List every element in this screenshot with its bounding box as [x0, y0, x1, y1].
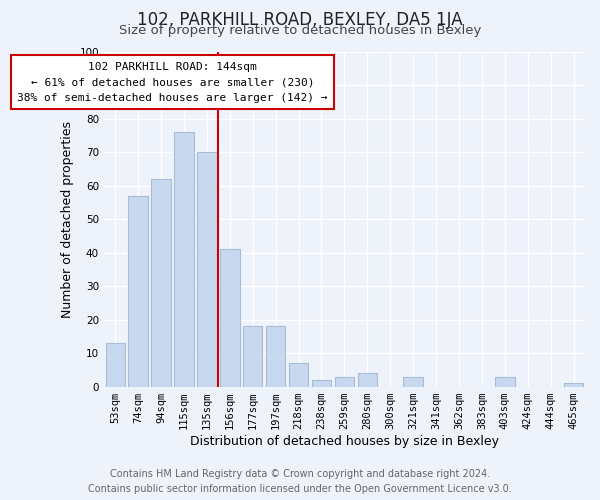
Bar	[495, 376, 515, 386]
Bar	[312, 380, 331, 386]
Bar	[220, 249, 239, 386]
Bar	[403, 376, 423, 386]
Bar	[243, 326, 262, 386]
Bar	[174, 132, 194, 386]
Bar	[335, 376, 354, 386]
Bar	[197, 152, 217, 386]
Bar	[564, 383, 583, 386]
Text: Size of property relative to detached houses in Bexley: Size of property relative to detached ho…	[119, 24, 481, 37]
Text: 102 PARKHILL ROAD: 144sqm
← 61% of detached houses are smaller (230)
38% of semi: 102 PARKHILL ROAD: 144sqm ← 61% of detac…	[17, 62, 328, 103]
X-axis label: Distribution of detached houses by size in Bexley: Distribution of detached houses by size …	[190, 434, 499, 448]
Bar	[289, 363, 308, 386]
Bar	[128, 196, 148, 386]
Text: 102, PARKHILL ROAD, BEXLEY, DA5 1JA: 102, PARKHILL ROAD, BEXLEY, DA5 1JA	[137, 11, 463, 29]
Text: Contains HM Land Registry data © Crown copyright and database right 2024.
Contai: Contains HM Land Registry data © Crown c…	[88, 469, 512, 494]
Bar	[266, 326, 286, 386]
Bar	[151, 179, 171, 386]
Bar	[358, 373, 377, 386]
Bar	[106, 343, 125, 386]
Y-axis label: Number of detached properties: Number of detached properties	[61, 120, 74, 318]
